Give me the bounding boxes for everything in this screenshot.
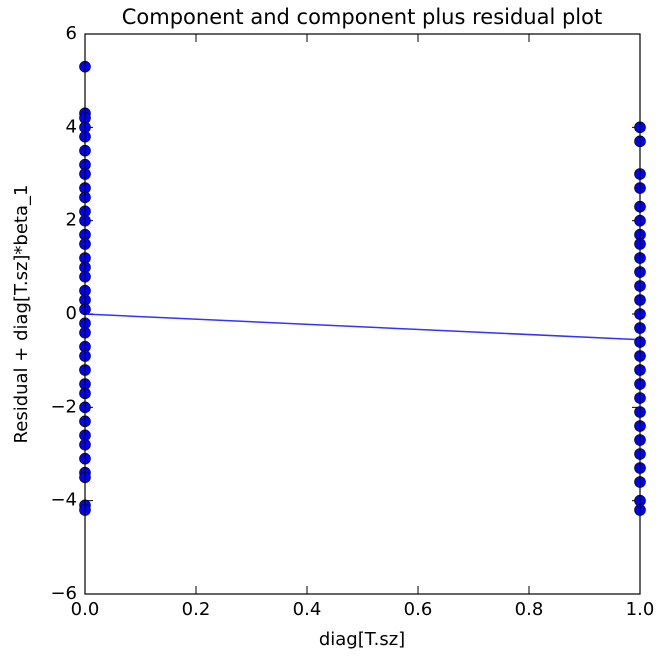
y-tick-label: 0	[66, 303, 77, 324]
plot-frame	[84, 33, 641, 595]
x-axis-label: diag[T.sz]	[319, 629, 405, 650]
y-axis-label: Residual + diag[T.sz]*beta_1	[11, 185, 32, 444]
y-tick-label: −6	[50, 583, 77, 604]
y-tick-label: −4	[50, 490, 77, 511]
x-tick-label: 0.0	[71, 599, 100, 620]
y-tick-label: −2	[50, 396, 77, 417]
chart-title: Component and component plus residual pl…	[122, 5, 602, 29]
y-tick-label: 4	[66, 116, 77, 137]
x-tick-label: 0.2	[182, 599, 211, 620]
y-tick-label: 6	[66, 23, 77, 44]
x-tick-label: 1.0	[626, 599, 655, 620]
x-tick-label: 0.6	[404, 599, 433, 620]
x-tick-label: 0.4	[293, 599, 322, 620]
x-tick-label: 0.8	[515, 599, 544, 620]
fit-line	[84, 313, 641, 341]
y-tick-label: 2	[66, 210, 77, 231]
